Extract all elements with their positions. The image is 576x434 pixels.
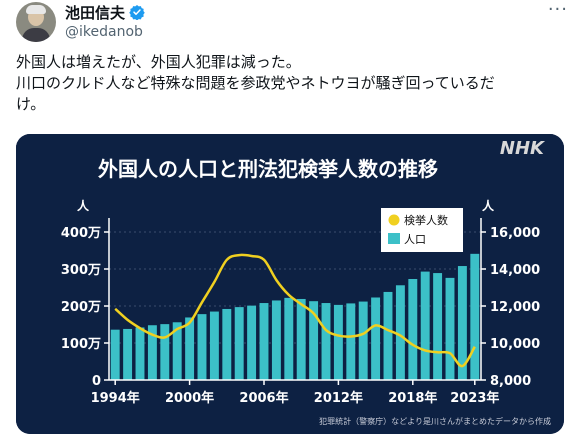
x-tick-label: 2006年 <box>239 390 288 406</box>
population-bar <box>358 301 368 380</box>
population-bar <box>135 327 145 380</box>
chart-legend: 検挙人数 人口 <box>381 208 463 252</box>
legend-swatch-population <box>388 233 400 244</box>
population-bar <box>383 291 393 380</box>
population-bars <box>110 253 480 380</box>
author-handle[interactable]: @ikedanob <box>65 24 143 40</box>
chart-title: 外国人の人口と刑法犯検挙人数の推移 <box>98 157 438 181</box>
nhk-logo: NHK <box>500 138 546 159</box>
left-tick-label: 200万 <box>61 300 101 315</box>
population-bar <box>110 329 120 380</box>
population-bar <box>247 305 257 380</box>
left-tick-label: 0 <box>92 374 101 389</box>
right-tick-label: 8,000 <box>490 374 531 389</box>
left-tick-label: 300万 <box>61 263 101 278</box>
population-bar <box>222 308 232 380</box>
population-bar <box>172 322 182 380</box>
right-tick-label: 12,000 <box>490 300 540 315</box>
population-bar <box>197 314 207 380</box>
tweet-line-3: け。 <box>16 95 46 113</box>
chart-axes <box>108 218 482 381</box>
population-bar <box>123 328 133 380</box>
chart-svg: 外国人の人口と刑法犯検挙人数の推移 NHK 人 人 0 100万 200万 300万 4… <box>16 134 564 434</box>
population-bar <box>160 324 170 380</box>
population-bar <box>284 297 294 380</box>
name-line: 池田信夫 <box>65 2 145 22</box>
legend-label-population: 人口 <box>404 233 426 246</box>
population-bar <box>433 273 443 380</box>
left-tick-label: 400万 <box>61 226 101 241</box>
tweet-media-chart[interactable]: 外国人の人口と刑法犯検挙人数の推移 NHK 人 人 0 100万 200万 300万 4… <box>16 134 564 434</box>
x-tick-label: 1994年 <box>91 390 140 406</box>
x-tick-label: 2000年 <box>165 390 214 406</box>
population-bar <box>309 301 319 380</box>
population-bar <box>259 303 269 380</box>
population-bar <box>209 311 219 380</box>
legend-label-arrests: 検挙人数 <box>404 213 448 227</box>
population-bar <box>408 278 418 380</box>
right-tick-label: 14,000 <box>490 263 540 278</box>
more-options-icon[interactable]: ··· <box>547 0 568 20</box>
population-bar <box>395 285 405 380</box>
population-bar <box>321 303 331 380</box>
right-tick-label: 10,000 <box>490 337 540 352</box>
verified-badge-icon <box>129 5 145 20</box>
tweet-line-1: 外国人は増えたが、外国人犯罪は減った。 <box>16 53 301 71</box>
population-bar <box>296 298 306 380</box>
population-bar <box>271 300 281 380</box>
tick-labels: 0 100万 200万 300万 400万 8,000 10,000 12,000 14,000… <box>61 226 540 406</box>
avatar-body <box>22 28 50 42</box>
population-bar <box>420 271 430 380</box>
x-tick-label: 2012年 <box>314 390 363 406</box>
population-bar <box>445 277 455 380</box>
tweet-line-2: 川口のクルド人など特殊な問題を参政党やネトウヨが騒ぎ回っているだ <box>16 74 495 92</box>
population-bar <box>371 297 381 380</box>
avatar-hair <box>26 5 46 14</box>
x-tick-label: 2018年 <box>388 390 437 406</box>
right-tick-label: 16,000 <box>490 226 540 241</box>
legend-swatch-arrests <box>388 214 400 226</box>
right-axis-unit: 人 <box>482 198 495 213</box>
tweet-text: 外国人は増えたが、外国人犯罪は減った。 川口のクルド人など特殊な問題を参政党やネ… <box>16 52 566 115</box>
population-bar <box>346 303 356 380</box>
population-bar <box>185 317 195 380</box>
chart-source-note: 犯罪統計（警察庁）などより是川さんがまとめたデータから作成 <box>319 416 551 426</box>
population-bar <box>457 266 467 380</box>
display-name[interactable]: 池田信夫 <box>65 3 126 22</box>
tweet-header: 池田信夫 @ikedanob ··· <box>16 0 568 42</box>
arrests-line <box>114 253 476 368</box>
x-tick-label: 2023年 <box>450 390 499 406</box>
population-bar <box>147 325 157 380</box>
left-axis-unit: 人 <box>77 198 90 213</box>
avatar[interactable] <box>16 2 56 42</box>
population-bar <box>234 307 244 380</box>
left-tick-label: 100万 <box>61 337 101 352</box>
population-bar <box>470 253 480 380</box>
population-bar <box>333 304 343 380</box>
